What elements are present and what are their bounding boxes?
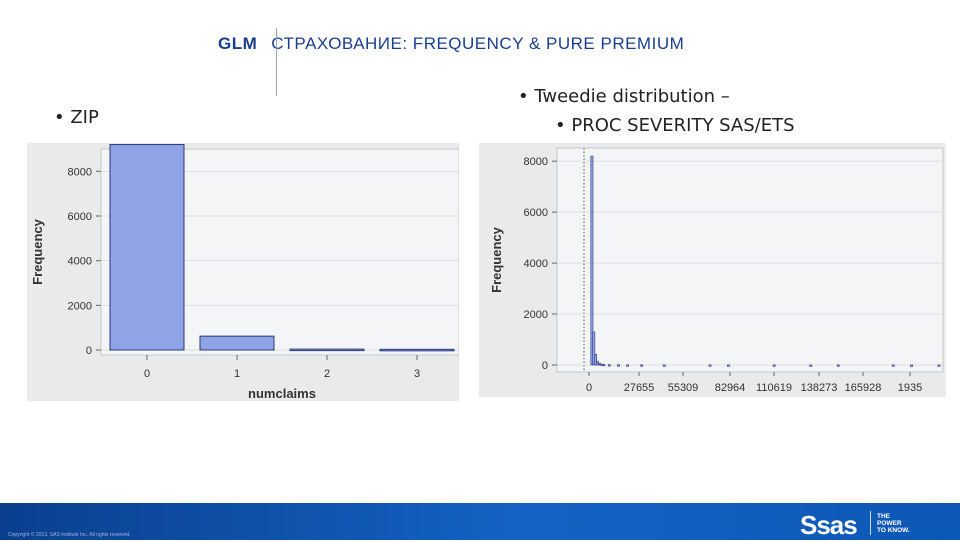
title-divider bbox=[276, 28, 277, 96]
x-tick-label: 1 bbox=[234, 368, 240, 380]
zip-frequency-chart: 0 2000 4000 6000 8000 0 1 2 3 Frequency numclai… bbox=[27, 143, 459, 401]
tagline-line-2: POWER bbox=[877, 520, 902, 527]
histogram-bar bbox=[937, 364, 941, 367]
histogram-bar bbox=[607, 364, 611, 367]
x-tick-label: 1935 bbox=[898, 382, 922, 394]
y-axis-label: Frequency bbox=[30, 218, 45, 285]
y-tick-label: 4000 bbox=[524, 258, 548, 270]
bullet-proc-severity: • PROC SEVERITY SAS/ETS bbox=[555, 115, 795, 136]
x-tick-label: 3 bbox=[414, 368, 420, 380]
y-tick-label: 2000 bbox=[68, 300, 92, 312]
y-tick-label: 0 bbox=[542, 360, 548, 372]
histogram-bar bbox=[590, 155, 594, 366]
histogram-bar bbox=[626, 364, 630, 367]
y-tick-label: 6000 bbox=[524, 207, 548, 219]
y-tick-label: 8000 bbox=[524, 156, 548, 168]
x-tick-label: 138273 bbox=[801, 382, 838, 394]
x-tick-label: 2 bbox=[324, 368, 330, 380]
plot-area bbox=[556, 147, 944, 373]
bar bbox=[109, 144, 185, 351]
slide-title: GLM СТРАХОВАНИЕ: FREQUENCY & PURE PREMIUM bbox=[218, 34, 684, 58]
title-text: СТРАХОВАНИЕ: FREQUENCY & PURE PREMIUM bbox=[271, 34, 685, 53]
y-tick-label: 2000 bbox=[524, 309, 548, 321]
x-tick-label: 165928 bbox=[845, 382, 882, 394]
x-tick-label: 27655 bbox=[624, 382, 655, 394]
logo-divider bbox=[870, 511, 871, 535]
tweedie-frequency-chart: 0 2000 4000 6000 8000 0 27655 55309 82964 110619… bbox=[479, 143, 946, 397]
histogram-bar bbox=[708, 364, 712, 367]
bar bbox=[289, 348, 365, 352]
tagline-line-1: THE bbox=[877, 513, 890, 520]
histogram-bar bbox=[640, 364, 644, 367]
histogram-bar bbox=[772, 364, 776, 367]
x-tick-label: 55309 bbox=[668, 382, 699, 394]
histogram-bar bbox=[910, 364, 913, 367]
x-axis-label: numclaims bbox=[248, 386, 316, 401]
bullet-zip: • ZIP bbox=[54, 107, 99, 128]
histogram-bar bbox=[592, 331, 596, 366]
y-axis-label: Frequency bbox=[489, 226, 504, 293]
histogram-bar bbox=[836, 364, 840, 367]
histogram-bar bbox=[662, 364, 666, 367]
y-tick-label: 8000 bbox=[68, 166, 92, 178]
sas-tagline: THE POWER TO KNOW. bbox=[877, 513, 910, 534]
bar bbox=[379, 348, 455, 352]
x-tick-label: 0 bbox=[586, 382, 592, 394]
histogram-bar bbox=[809, 364, 813, 367]
y-tick-label: 0 bbox=[86, 345, 92, 357]
histogram-bar bbox=[602, 364, 606, 367]
y-tick-label: 6000 bbox=[68, 211, 92, 223]
x-tick-label: 110619 bbox=[756, 382, 792, 394]
x-tick-label: 82964 bbox=[715, 382, 746, 394]
histogram-bar bbox=[594, 354, 597, 366]
histogram-bar bbox=[726, 364, 730, 367]
bullet-tweedie: • Tweedie distribution – bbox=[518, 86, 730, 107]
title-glm: GLM bbox=[218, 34, 258, 53]
x-tick-label: 0 bbox=[144, 368, 150, 380]
tagline-line-3: TO KNOW. bbox=[877, 527, 910, 534]
histogram-bar bbox=[891, 364, 895, 367]
histogram-bar bbox=[617, 364, 620, 367]
y-tick-label: 4000 bbox=[68, 256, 92, 268]
sas-logo: Ssas bbox=[800, 510, 858, 540]
footer-bar: Copyright © 2013, SAS Institute Inc. All… bbox=[0, 503, 960, 540]
copyright-text: Copyright © 2013, SAS Institute Inc. All… bbox=[8, 532, 131, 538]
bar bbox=[199, 335, 275, 351]
histogram-bar bbox=[599, 363, 603, 366]
